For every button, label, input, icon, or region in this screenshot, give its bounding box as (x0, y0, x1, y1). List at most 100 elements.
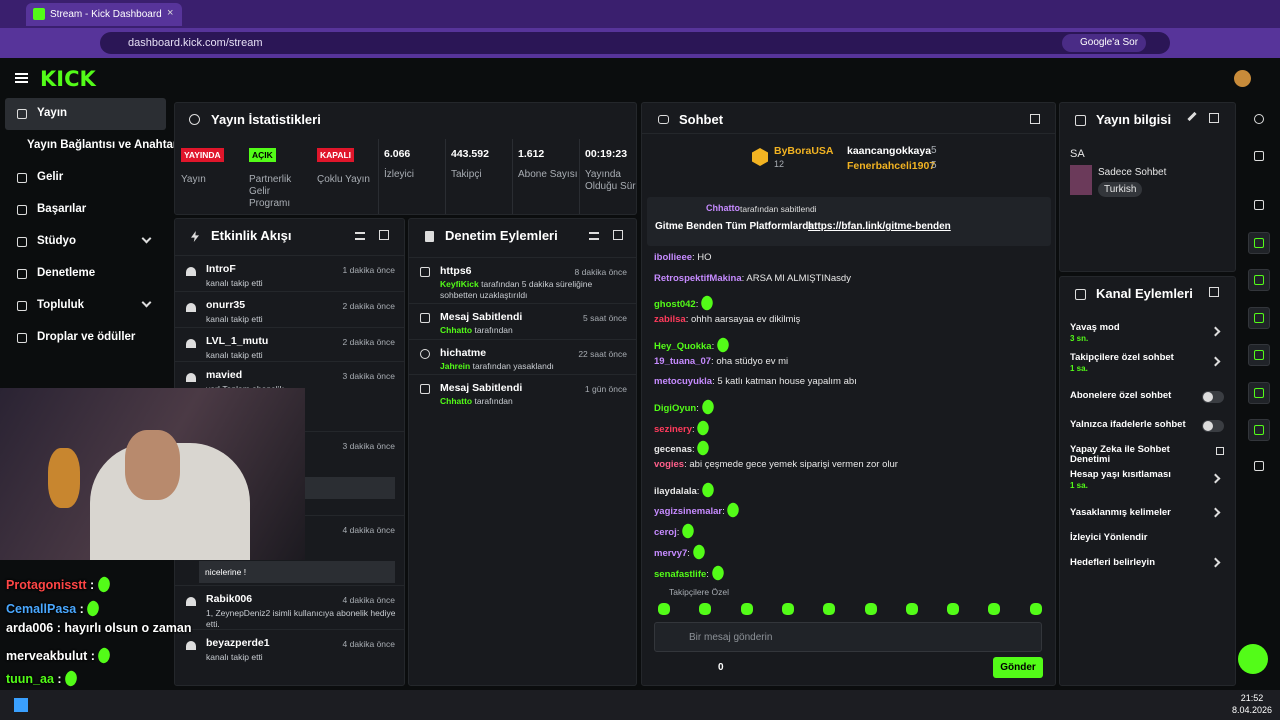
action-title: Mesaj Sabitlendi (440, 382, 523, 394)
channel-action[interactable]: Yapay Zeka ile Sohbet Denetimi (1060, 441, 1235, 465)
time: 8 dakika önce (574, 267, 627, 277)
chat-message: 19_tuana_07: oha stüdyo ev mi (654, 355, 789, 367)
stat-label: Takipçi (451, 169, 482, 180)
top-count: 5 (931, 145, 937, 156)
time: 1 dakika önce (342, 265, 395, 275)
heart-icon (186, 641, 196, 650)
rail-button[interactable] (1248, 307, 1270, 329)
emote (699, 398, 716, 416)
popout-btn[interactable] (1209, 113, 1219, 123)
action-title: Mesaj Sabitlendi (440, 311, 523, 323)
filter-btn[interactable] (355, 232, 365, 240)
emote-button[interactable] (699, 603, 712, 615)
chat-text: 5 katlı katman house yapalım abı (717, 376, 857, 388)
overlay-chat: Protagonisstt : CemallPasa : arda006 : h… (6, 574, 246, 690)
emote-button[interactable] (740, 603, 753, 615)
rail-icon (1254, 275, 1264, 285)
row-divider (409, 374, 636, 375)
nav-item[interactable]: Başarılar (5, 194, 166, 226)
tab-icon (33, 8, 45, 20)
popout-btn[interactable] (1030, 114, 1040, 124)
emote-button[interactable] (1029, 603, 1042, 615)
nav-item[interactable]: Droplar ve ödüller (5, 322, 166, 354)
status-badge: YAYINDA (181, 148, 224, 162)
popout-btn[interactable] (613, 230, 623, 240)
nav-item[interactable]: Yayın (5, 98, 166, 130)
panel-title: Denetim Eylemleri (445, 228, 558, 243)
nav-icon (17, 173, 27, 183)
avatar[interactable] (1234, 70, 1251, 87)
pinned-link[interactable]: https://bfan.link/gitme-benden (808, 221, 951, 232)
popout-btn[interactable] (1209, 287, 1219, 297)
chat-text: ARSA MI ALMIŞTINasdy (746, 272, 851, 284)
start[interactable] (14, 698, 28, 712)
channel-action[interactable]: Takipçilere özel sohbet 1 sa. (1060, 353, 1235, 377)
nav-item[interactable]: Stüdyo (5, 226, 166, 258)
rail-button[interactable] (1248, 419, 1270, 441)
channel-action[interactable]: Abonelere özel sohbet (1060, 387, 1235, 411)
tab[interactable]: Stream - Kick Dashboard × (26, 3, 182, 26)
status-badge: KAPALI (317, 148, 355, 162)
chat-user: DigiOyun (654, 402, 697, 414)
event-text: kanalı takip etti (206, 652, 263, 662)
chat-input[interactable]: Bir mesaj gönderin (654, 622, 1042, 652)
time: 3 dakika önce (342, 441, 395, 451)
nav-item[interactable]: Topluluk (5, 290, 166, 322)
channel-action[interactable]: Yavaş mod 3 sn. (1060, 323, 1235, 347)
chat-message: RetrospektifMakina: ARSA MI ALMIŞTINasdy (654, 272, 851, 284)
emote-button[interactable] (864, 603, 877, 615)
channel-action[interactable]: Hesap yaşı kısıtlaması 1 sa. (1060, 470, 1235, 494)
chat-message: DigiOyun: (654, 397, 716, 416)
stat-value: 6.066 (384, 148, 411, 160)
rail-button[interactable] (1248, 382, 1270, 404)
event-text: kanalı takip etti (206, 314, 263, 324)
rail-button[interactable] (1248, 344, 1270, 366)
placeholder: Bir mesaj gönderin (689, 632, 773, 643)
chevron (1210, 356, 1221, 367)
stat-divider (378, 139, 379, 214)
emote-button[interactable] (988, 603, 1001, 615)
overlay-user: arda006 (6, 621, 54, 636)
support-button[interactable] (1238, 644, 1268, 674)
action-label: Yasaklanmış kelimeler (1070, 507, 1171, 518)
rank-badge (752, 148, 768, 166)
figure (48, 448, 80, 508)
channel-action[interactable]: Hedefleri belirleyin (1060, 554, 1235, 578)
emote (698, 294, 716, 313)
emote-button[interactable] (823, 603, 836, 615)
send-button[interactable]: Gönder (993, 657, 1043, 678)
filter-btn[interactable] (589, 232, 599, 240)
emote-button[interactable] (905, 603, 918, 615)
nav-item[interactable]: Gelir (5, 162, 166, 194)
row-divider (175, 255, 404, 256)
top-count: 12 (774, 159, 785, 169)
row-divider (409, 303, 636, 304)
rail-button[interactable] (1248, 232, 1270, 254)
nav-label: Stüdyo (37, 235, 76, 247)
heart-icon (186, 303, 196, 312)
emote-button[interactable] (658, 603, 670, 615)
ask-button[interactable]: Google'a Sor (1062, 34, 1147, 52)
rail-icon (1254, 200, 1264, 210)
tab-close[interactable]: × (167, 7, 174, 19)
popout-btn[interactable] (379, 230, 389, 240)
edit-btn[interactable] (1187, 111, 1197, 122)
menu-icon[interactable] (15, 73, 28, 75)
username: Rabik006 (206, 593, 253, 605)
nav-icon (17, 269, 27, 279)
channel-action[interactable]: İzleyici Yönlendir (1060, 529, 1235, 553)
rail-button[interactable] (1248, 269, 1270, 291)
overlay-message: Protagonisstt : (6, 574, 113, 594)
nav-icon (17, 109, 27, 119)
chat-message: ghost042: (654, 293, 716, 313)
channel-action[interactable]: Yasaklanmış kelimeler (1060, 504, 1235, 528)
channel-action[interactable]: Yalnızca ifadelerle sohbet (1060, 416, 1235, 440)
emote-button[interactable] (781, 603, 794, 615)
nav-item[interactable]: Yayın Bağlantısı ve Anahtarı (5, 130, 181, 162)
emote-button[interactable] (947, 603, 960, 615)
action-desc: Chhatto tarafından (440, 396, 600, 407)
address-bar[interactable]: dashboard.kick.com/stream Google'a Sor (100, 32, 1170, 54)
nav-item[interactable]: Denetleme (5, 258, 166, 290)
language-tag: Turkish (1098, 182, 1143, 197)
overlay-user: merveakbulut (6, 648, 88, 663)
